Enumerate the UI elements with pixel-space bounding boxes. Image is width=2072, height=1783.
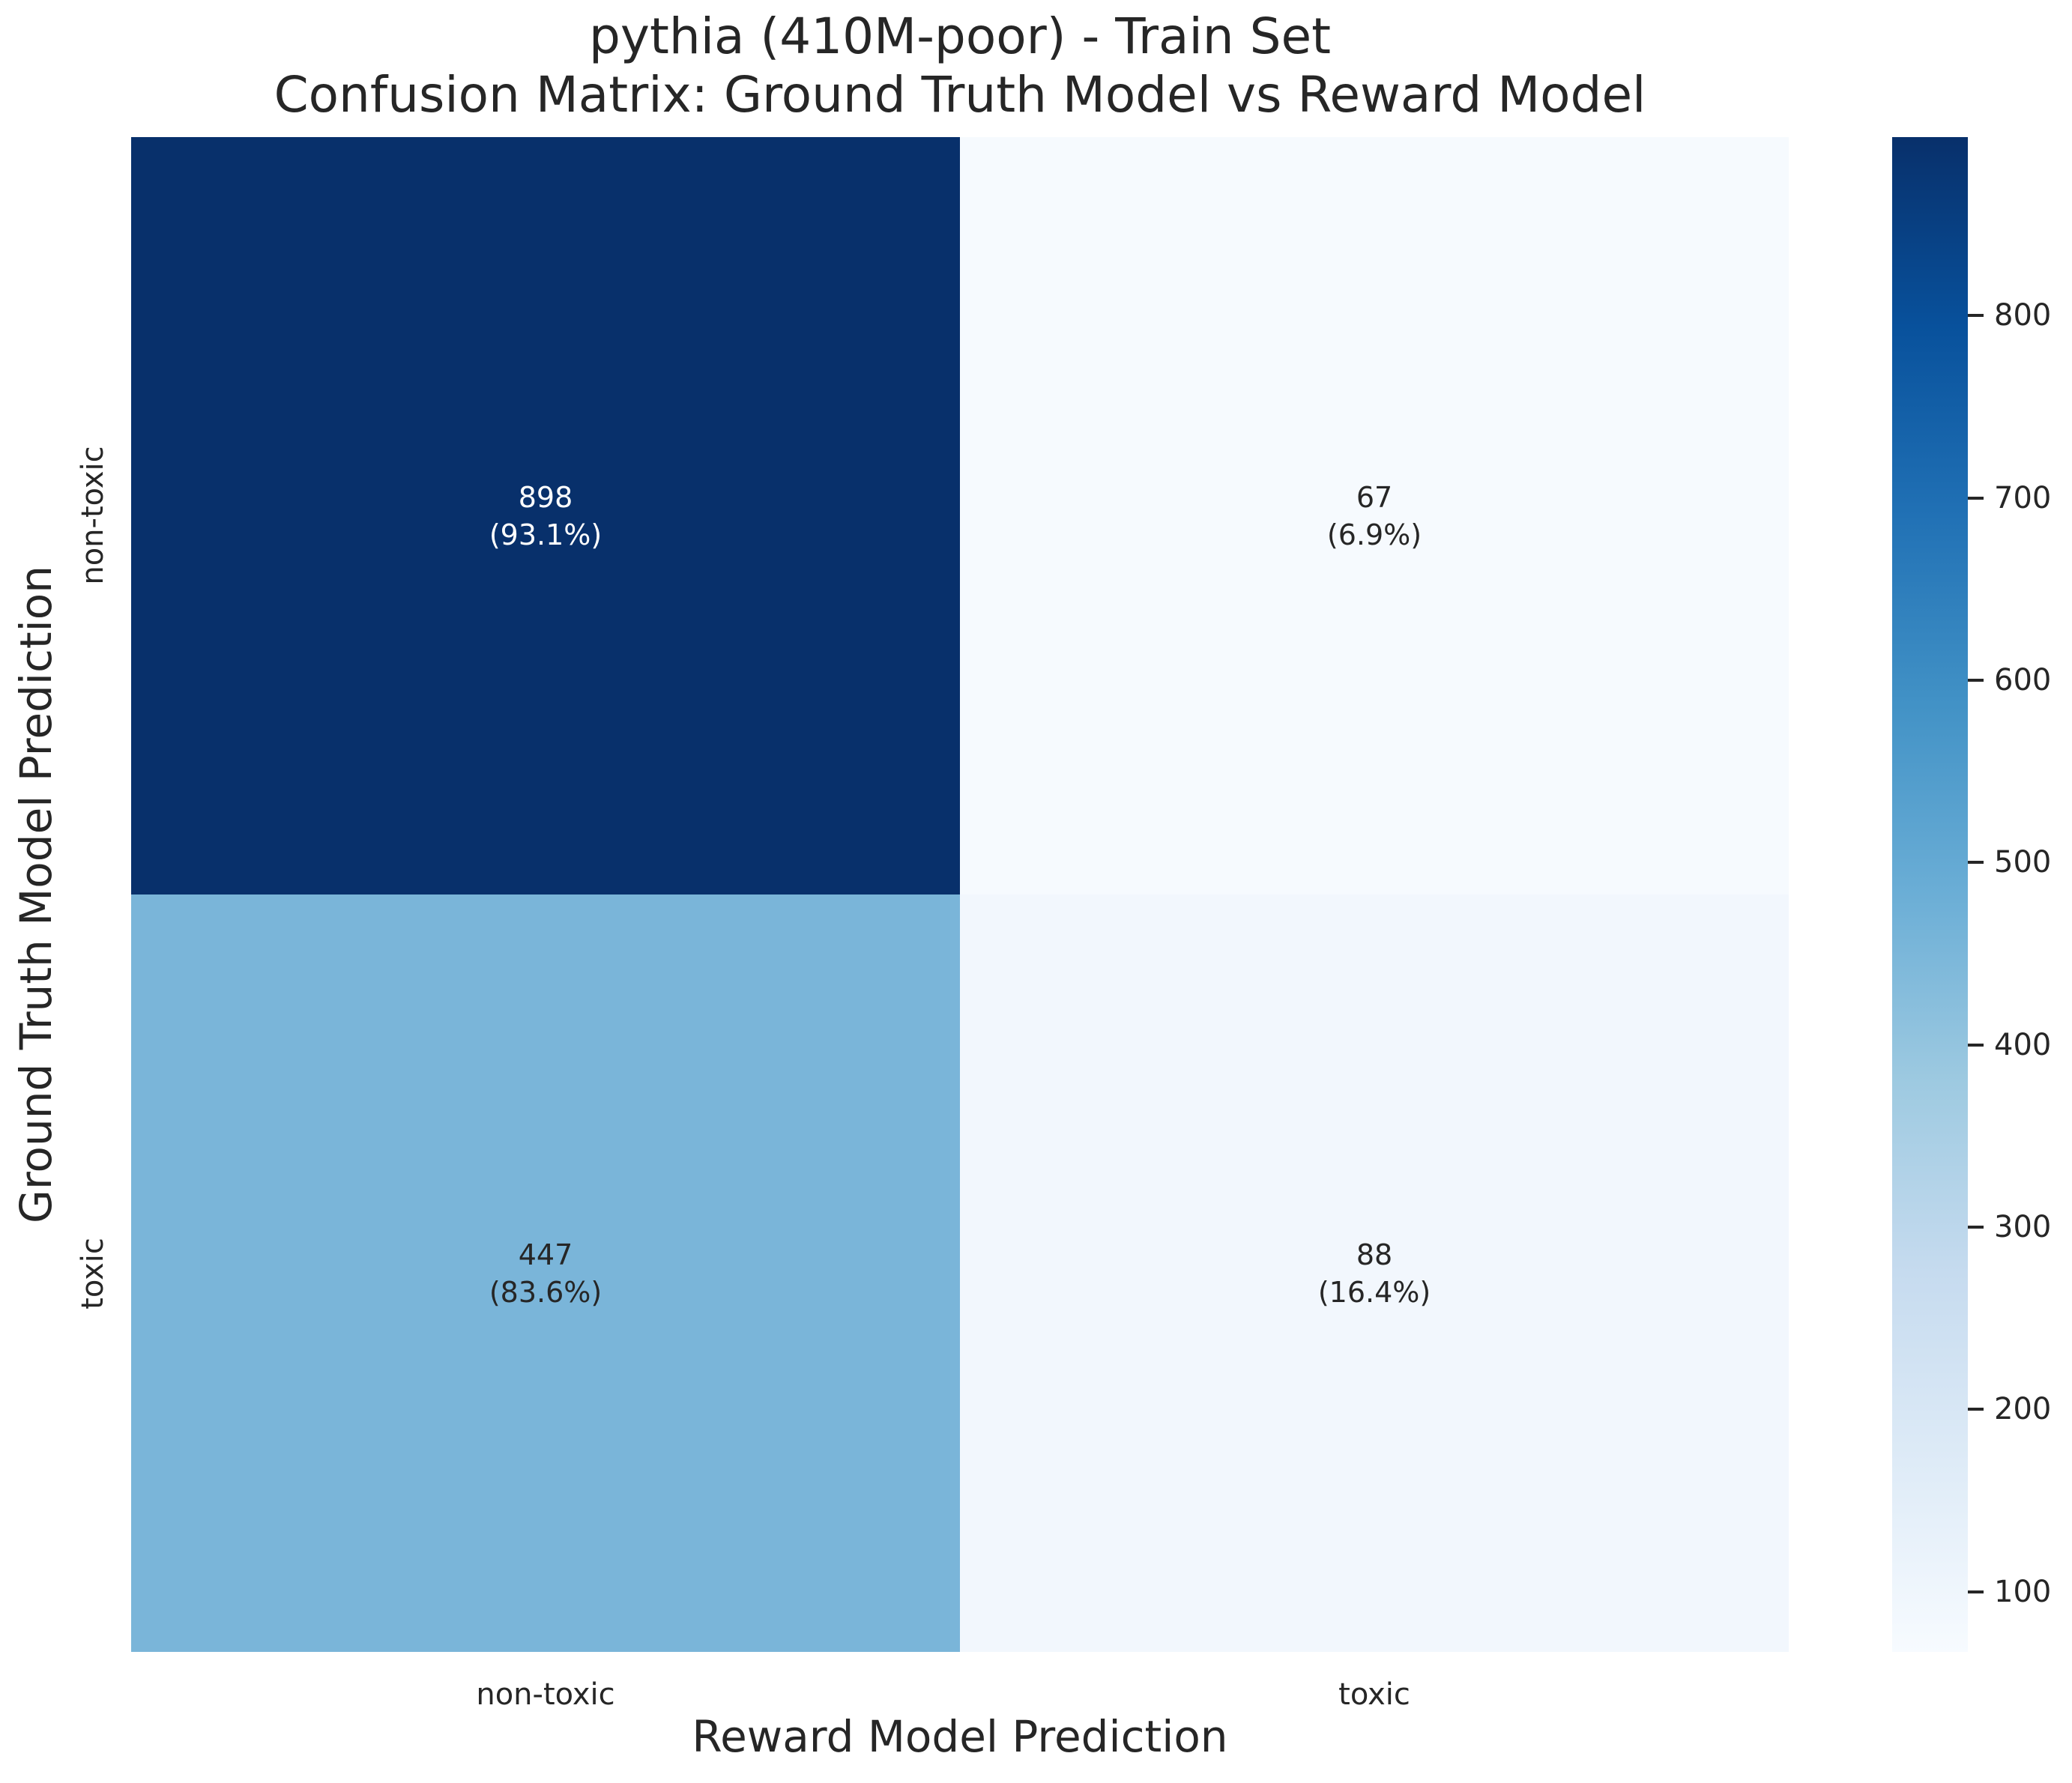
chart-title: pythia (410M-poor) - Train Set Confusion… [131,7,1789,124]
y-tick-non-toxic: non-toxic [76,446,110,585]
cell-percent: (6.9%) [1326,518,1422,551]
cell-count: 88 [1356,1238,1393,1271]
y-axis-label: Ground Truth Model Prediction [10,566,61,1223]
colorbar-tick-500: 500 [1968,845,2051,880]
colorbar-tick-100: 100 [1968,1575,2051,1609]
y-tick-toxic: toxic [76,1238,110,1310]
matrix-cell-r0c1: 67 (6.9%) [960,137,1789,894]
x-tick-toxic: toxic [1338,1677,1410,1712]
cell-percent: (93.1%) [489,518,602,551]
cell-count: 67 [1356,480,1393,514]
colorbar-tick-800: 800 [1968,298,2051,333]
colorbar-tick-label: 800 [1994,298,2052,333]
matrix-cell-r1c1: 88 (16.4%) [960,894,1789,1652]
colorbar-tick-mark [1968,314,1984,318]
matrix-cell-r0c0: 898 (93.1%) [131,137,960,894]
colorbar-tick-mark [1968,679,1984,682]
heatmap-grid: 898 (93.1%) 67 (6.9%) 447 (83.6%) 88 (16… [131,137,1789,1652]
cell-count: 898 [518,480,573,514]
colorbar-tick-label: 200 [1994,1392,2052,1427]
chart-title-line1: pythia (410M-poor) - Train Set [589,7,1331,65]
colorbar-tick-mark [1968,1408,1984,1411]
colorbar-tick-700: 700 [1968,481,2051,515]
colorbar-tick-600: 600 [1968,663,2051,697]
colorbar-tick-label: 300 [1994,1210,2052,1245]
cell-count: 447 [518,1238,573,1271]
colorbar-ticks: 800 700 600 500 400 300 200 100 [1968,137,2072,1652]
matrix-cell-r1c0: 447 (83.6%) [131,894,960,1652]
colorbar-tick-label: 400 [1994,1027,2052,1062]
colorbar-tick-mark [1968,1043,1984,1047]
colorbar-tick-mark [1968,1226,1984,1229]
colorbar-tick-mark [1968,1590,1984,1593]
cell-percent: (16.4%) [1317,1275,1431,1309]
colorbar-tick-label: 600 [1994,663,2052,698]
colorbar-tick-400: 400 [1968,1028,2051,1062]
x-tick-non-toxic: non-toxic [476,1677,615,1712]
colorbar-tick-label: 500 [1994,845,2052,880]
cell-percent: (83.6%) [489,1275,602,1309]
colorbar-tick-label: 700 [1994,480,2052,515]
chart-title-line2: Confusion Matrix: Ground Truth Model vs … [274,66,1646,124]
colorbar-tick-mark [1968,496,1984,500]
colorbar-tick-200: 200 [1968,1392,2051,1426]
x-axis-label: Reward Model Prediction [692,1711,1228,1762]
colorbar-tick-mark [1968,861,1984,865]
colorbar-tick-300: 300 [1968,1210,2051,1244]
colorbar-tick-label: 100 [1994,1574,2052,1609]
colorbar-gradient [1892,137,1968,1652]
